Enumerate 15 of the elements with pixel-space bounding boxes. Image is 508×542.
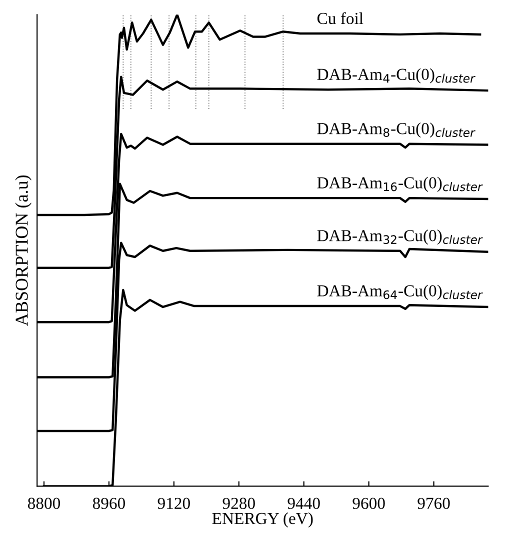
x-axis-title: ENERGY (eV) bbox=[212, 512, 313, 528]
series-label: Cu foil bbox=[317, 12, 364, 24]
x-tick-label: 9120 bbox=[158, 498, 190, 510]
x-tick-label: 9600 bbox=[352, 498, 385, 510]
x-tick-label: 9440 bbox=[288, 498, 320, 510]
series-label: DAB-Am$_{8}$-Cu(0)$_{cluster}$ bbox=[317, 122, 476, 138]
series-label: DAB-Am$_{64}$-Cu(0)$_{cluster}$ bbox=[317, 284, 483, 300]
x-tick-label: 8960 bbox=[92, 498, 125, 510]
x-tick-label: 8800 bbox=[28, 498, 60, 510]
series-label: DAB-Am$_{32}$-Cu(0)$_{cluster}$ bbox=[317, 230, 483, 245]
series-label: DAB-Am$_{4}$-Cu(0)$_{cluster}$ bbox=[317, 68, 476, 84]
y-axis-title: ABSORPTION (a.u) bbox=[15, 175, 32, 326]
x-tick-label: 9280 bbox=[222, 498, 255, 510]
series-label: DAB-Am$_{16}$-Cu(0)$_{cluster}$ bbox=[317, 176, 483, 192]
x-tick-label: 9760 bbox=[418, 498, 450, 510]
